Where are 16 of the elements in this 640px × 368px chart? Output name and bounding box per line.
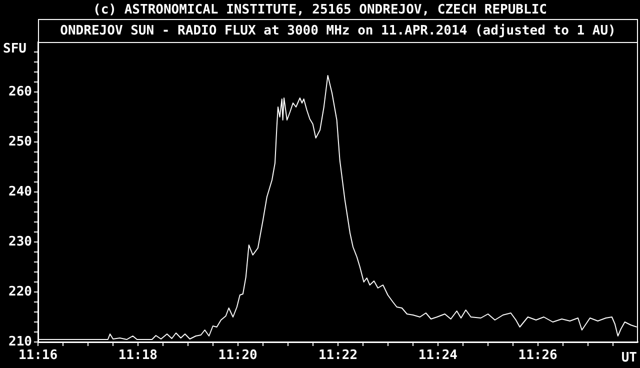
chart-title: (c) ASTRONOMICAL INSTITUTE, 25165 ONDREJOV, CZECH REPUBLIC xyxy=(93,2,547,18)
y-tick-label: 220 xyxy=(8,284,32,300)
y-tick-label: 210 xyxy=(8,334,32,350)
x-tick-label: 11:20 xyxy=(218,348,258,364)
x-tick-label: 11:24 xyxy=(418,348,458,364)
y-axis-title: SFU xyxy=(3,41,27,56)
x-axis-title: UT xyxy=(621,350,638,366)
y-tick-label: 250 xyxy=(8,134,32,150)
y-tick-label: 260 xyxy=(8,84,32,100)
y-tick-label: 230 xyxy=(8,234,32,250)
x-tick-label: 11:18 xyxy=(118,348,158,364)
y-tick-label: 240 xyxy=(8,184,32,200)
chart-subtitle: ONDREJOV SUN - RADIO FLUX at 3000 MHz on 11.APR.2014 (adjusted to 1 AU) xyxy=(60,23,616,38)
x-tick-label: 11:26 xyxy=(518,348,558,364)
x-tick-label: 11:16 xyxy=(18,348,58,364)
x-tick-label: 11:22 xyxy=(318,348,358,364)
